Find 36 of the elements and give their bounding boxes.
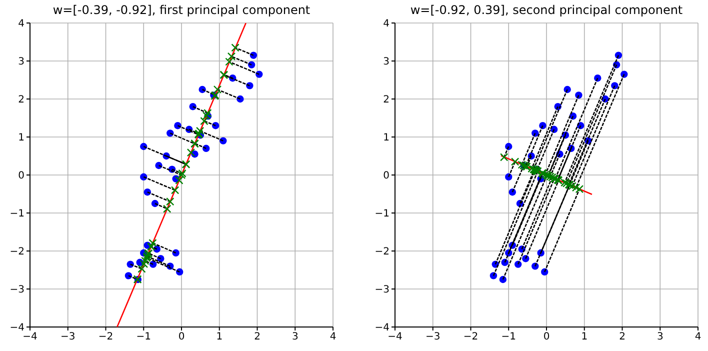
y-tick-label: 0 (383, 170, 390, 182)
x-tick-label: −2 (98, 332, 114, 343)
x-tick-label: 2 (254, 332, 260, 343)
x-tick-label: −2 (463, 332, 478, 343)
y-tick-label: −4 (10, 322, 24, 334)
y-tick-label: 1 (383, 132, 390, 144)
x-tick-label: 2 (619, 332, 626, 343)
x-tick-label: −3 (60, 332, 76, 343)
y-tick-label: −3 (10, 284, 24, 296)
y-tick-label: 3 (18, 56, 24, 68)
x-tick-label: 3 (292, 332, 298, 343)
x-tick-label: 0 (178, 332, 185, 343)
y-tick-label: −1 (10, 208, 24, 220)
x-tick-label: 1 (581, 332, 588, 343)
y-tick-label: −1 (374, 208, 390, 220)
x-tick-label: −1 (136, 332, 151, 343)
x-tick-label: −1 (501, 332, 516, 343)
x-tick-label: −3 (426, 332, 440, 343)
chart-title: w=[-0.39, -0.92], first principal component (52, 3, 312, 17)
x-tick-label: 3 (656, 332, 664, 343)
y-tick-label: 4 (383, 18, 390, 30)
y-tick-label: −4 (374, 322, 390, 334)
y-tick-label: 4 (18, 18, 24, 30)
x-tick-label: 4 (330, 332, 336, 343)
y-tick-label: 0 (18, 170, 24, 182)
y-tick-label: −2 (10, 246, 24, 258)
y-tick-label: 3 (383, 56, 390, 68)
x-tick-label: 0 (543, 332, 550, 343)
chart-title: w=[-0.92, 0.39], second principal component (409, 3, 684, 17)
x-tick-label: 1 (216, 332, 223, 343)
y-tick-label: 2 (18, 94, 24, 106)
y-tick-label: 2 (383, 94, 390, 106)
x-tick-label: 4 (694, 332, 702, 343)
y-tick-label: −3 (374, 284, 390, 296)
y-tick-label: 1 (18, 132, 24, 144)
y-tick-label: −2 (374, 246, 390, 258)
